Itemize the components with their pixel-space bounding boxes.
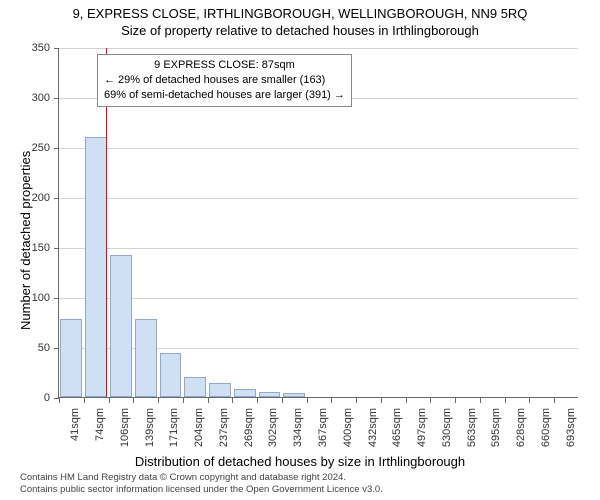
ytick-mark: [54, 98, 59, 99]
annotation-line3: 69% of semi-detached houses are larger (…: [104, 88, 345, 103]
annotation-box: 9 EXPRESS CLOSE: 87sqm← 29% of detached …: [97, 54, 352, 107]
footer-line1: Contains HM Land Registry data © Crown c…: [20, 472, 383, 484]
ytick-mark: [54, 198, 59, 199]
xtick-mark: [480, 398, 481, 403]
bar: [60, 319, 82, 397]
ytick-label: 300: [0, 92, 50, 104]
xtick-mark: [183, 398, 184, 403]
chart-container: 9, EXPRESS CLOSE, IRTHLINGBOROUGH, WELLI…: [0, 0, 600, 500]
ytick-mark: [54, 348, 59, 349]
ytick-label: 100: [0, 292, 50, 304]
xtick-mark: [406, 398, 407, 403]
bar: [135, 319, 157, 397]
bar: [85, 137, 107, 397]
ytick-label: 350: [0, 42, 50, 54]
xtick-mark: [158, 398, 159, 403]
gridline: [59, 248, 578, 249]
bar: [110, 255, 132, 397]
plot-region: 41sqm74sqm106sqm139sqm171sqm204sqm237sqm…: [58, 48, 578, 398]
xtick-mark: [529, 398, 530, 403]
xtick-mark: [133, 398, 134, 403]
gridline: [59, 148, 578, 149]
xtick-mark: [505, 398, 506, 403]
bar: [160, 353, 182, 397]
annotation-line2: ← 29% of detached houses are smaller (16…: [104, 73, 345, 88]
ytick-label: 200: [0, 192, 50, 204]
chart-title-address: 9, EXPRESS CLOSE, IRTHLINGBOROUGH, WELLI…: [0, 0, 600, 21]
bar: [184, 377, 206, 397]
xtick-mark: [455, 398, 456, 403]
xtick-mark: [208, 398, 209, 403]
ytick-label: 150: [0, 242, 50, 254]
ytick-label: 250: [0, 142, 50, 154]
ytick-label: 50: [0, 342, 50, 354]
xtick-mark: [307, 398, 308, 403]
xtick-mark: [554, 398, 555, 403]
annotation-line1: 9 EXPRESS CLOSE: 87sqm: [104, 58, 345, 73]
gridline: [59, 298, 578, 299]
xtick-mark: [430, 398, 431, 403]
bar: [283, 393, 305, 397]
ytick-mark: [54, 148, 59, 149]
xtick-mark: [282, 398, 283, 403]
xtick-mark: [84, 398, 85, 403]
ytick-mark: [54, 248, 59, 249]
xtick-mark: [381, 398, 382, 403]
xtick-mark: [331, 398, 332, 403]
ytick-mark: [54, 298, 59, 299]
footer-attrib: Contains HM Land Registry data © Crown c…: [20, 472, 383, 496]
xtick-mark: [257, 398, 258, 403]
xtick-mark: [109, 398, 110, 403]
chart-area: 41sqm74sqm106sqm139sqm171sqm204sqm237sqm…: [58, 48, 578, 398]
xtick-mark: [356, 398, 357, 403]
bar: [209, 383, 231, 397]
gridline: [59, 48, 578, 49]
bar: [234, 389, 256, 397]
chart-title-desc: Size of property relative to detached ho…: [0, 21, 600, 38]
ytick-mark: [54, 48, 59, 49]
x-axis-label: Distribution of detached houses by size …: [0, 454, 600, 469]
gridline: [59, 198, 578, 199]
xtick-mark: [232, 398, 233, 403]
bar: [259, 392, 281, 397]
xtick-mark: [59, 398, 60, 403]
footer-line2: Contains public sector information licen…: [20, 484, 383, 496]
ytick-label: 0: [0, 392, 50, 404]
